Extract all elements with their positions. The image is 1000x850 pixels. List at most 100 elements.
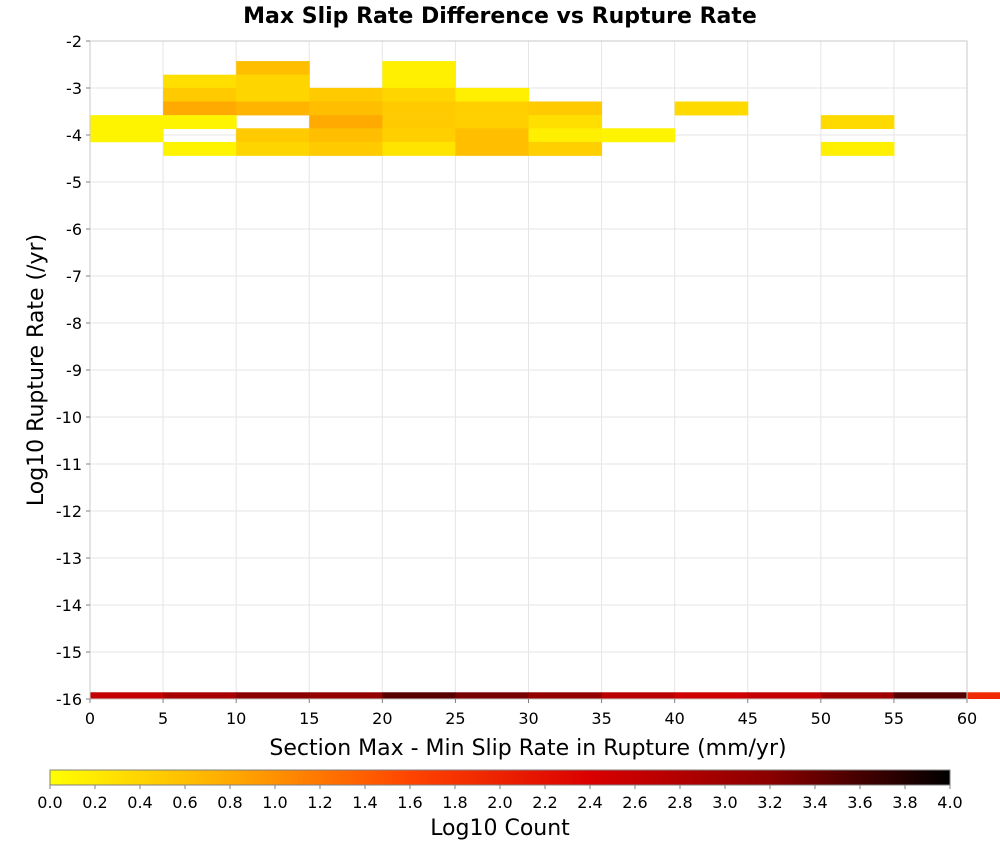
heatmap-cell (309, 101, 383, 116)
y-tick-label: -12 (56, 502, 82, 521)
heatmap-cell (90, 692, 164, 699)
x-tick-label: 50 (811, 709, 831, 728)
x-axis-label: Section Max - Min Slip Rate in Rupture (… (269, 736, 786, 761)
heatmap-cell (382, 141, 456, 156)
heatmap-cell (674, 101, 749, 116)
x-axis-ticks: 0 5 10 15 20 25 30 35 40 45 50 55 60 (85, 699, 977, 728)
heatmap-cells (90, 61, 1000, 699)
colorbar-tick-label: 1.2 (307, 793, 332, 812)
heatmap-cell (382, 692, 456, 699)
heatmap-cell (236, 61, 310, 76)
colorbar-tick-label: 0.6 (172, 793, 197, 812)
heatmap-cell (528, 692, 603, 699)
heatmap-cell (455, 101, 529, 116)
heatmap-cell (528, 101, 603, 116)
heatmap-cell (236, 74, 310, 89)
y-tick-label: -14 (56, 596, 82, 615)
heatmap-cell (163, 141, 237, 156)
x-tick-label: 5 (158, 709, 168, 728)
y-tick-label: -7 (66, 267, 82, 286)
heatmap-cell (90, 128, 164, 143)
x-tick-label: 10 (226, 709, 246, 728)
heatmap-cell (382, 128, 456, 143)
heatmap-cell (455, 87, 529, 102)
heatmap-cell (528, 128, 603, 143)
colorbar-tick-label: 2.8 (667, 793, 692, 812)
x-tick-label: 35 (591, 709, 611, 728)
heatmap-cell (820, 115, 895, 130)
y-tick-label: -13 (56, 549, 82, 568)
colorbar (49, 769, 951, 786)
heatmap-cell (674, 692, 749, 699)
heatmap-cell (309, 115, 383, 130)
heatmap-cell (820, 141, 895, 156)
heatmap-cell (455, 692, 529, 699)
heatmap-cell (236, 101, 310, 116)
colorbar-tick-label: 0.8 (217, 793, 242, 812)
heatmap-cell (382, 101, 456, 116)
y-tick-label: -8 (66, 314, 82, 333)
heatmap-cell (382, 115, 456, 130)
colorbar-tick-label: 0.4 (127, 793, 152, 812)
heatmap-cell (163, 115, 237, 130)
heatmap-cell (528, 115, 603, 130)
heatmap-cell (309, 128, 383, 143)
colorbar-tick-label: 2.2 (532, 793, 557, 812)
x-tick-label: 25 (445, 709, 465, 728)
x-tick-label: 40 (664, 709, 684, 728)
heatmap-cell (455, 128, 529, 143)
colorbar-tick-label: 0.0 (37, 793, 62, 812)
x-tick-label: 60 (957, 709, 977, 728)
colorbar-tick-label: 3.6 (847, 793, 872, 812)
x-tick-label: 15 (299, 709, 319, 728)
colorbar-tick-label: 3.2 (757, 793, 782, 812)
heatmap-cell (455, 141, 529, 156)
x-tick-label: 0 (85, 709, 95, 728)
heatmap-cell (163, 101, 237, 116)
y-tick-label: -10 (56, 408, 82, 427)
colorbar-tick-label: 0.2 (82, 793, 107, 812)
heatmap-cell (236, 692, 310, 699)
x-tick-label: 20 (372, 709, 392, 728)
heatmap-cell (236, 128, 310, 143)
x-tick-label: 30 (518, 709, 538, 728)
heatmap-cell (309, 141, 383, 156)
y-tick-label: -6 (66, 220, 82, 239)
heatmap-cell (309, 87, 383, 102)
colorbar-tick-label: 4.0 (937, 793, 962, 812)
heatmap-cell (163, 692, 237, 699)
y-tick-label: -5 (66, 173, 82, 192)
colorbar-tick-label: 1.6 (397, 793, 422, 812)
y-tick-label: -16 (56, 690, 82, 709)
colorbar-tick-label: 2.0 (487, 793, 512, 812)
colorbar-tick-label: 3.4 (802, 793, 827, 812)
colorbar-tick-label: 2.6 (622, 793, 647, 812)
heatmap-cell (90, 115, 164, 130)
colorbar-label: Log10 Count (430, 816, 570, 841)
heatmap-cell (601, 692, 676, 699)
heatmap-cell (528, 141, 603, 156)
heatmap-cell (163, 87, 237, 102)
heatmap-cell (747, 692, 822, 699)
y-tick-label: -11 (56, 455, 82, 474)
heatmap-cell (382, 61, 456, 76)
colorbar-tick-label: 3.0 (712, 793, 737, 812)
colorbar-tick-label: 1.8 (442, 793, 467, 812)
heatmap-cell (820, 692, 895, 699)
y-axis-label: Log10 Rupture Rate (/yr) (24, 234, 49, 506)
colorbar-tick-label: 3.8 (892, 793, 917, 812)
x-tick-label: 55 (884, 709, 904, 728)
colorbar-tick-label: 1.0 (262, 793, 287, 812)
heatmap-cell (382, 87, 456, 102)
heatmap-cell (309, 692, 383, 699)
heatmap-cell (163, 74, 237, 89)
x-tick-label: 45 (738, 709, 758, 728)
heatmap-cell (455, 115, 529, 130)
heatmap-cell (601, 128, 676, 143)
heatmap-cell (236, 87, 310, 102)
y-axis-ticks: -2 -3 -4 -5 -6 -7 -8 -9 -10 -11 -12 -13 -14 -15 -16 (56, 32, 90, 709)
heatmap-cell (893, 692, 968, 699)
y-tick-label: -2 (66, 32, 82, 51)
colorbar-ticks: 0.0 0.2 0.4 0.6 0.8 1.0 1.2 1.4 1.6 1.8 2.0 2.2 2.4 2… (37, 785, 963, 812)
